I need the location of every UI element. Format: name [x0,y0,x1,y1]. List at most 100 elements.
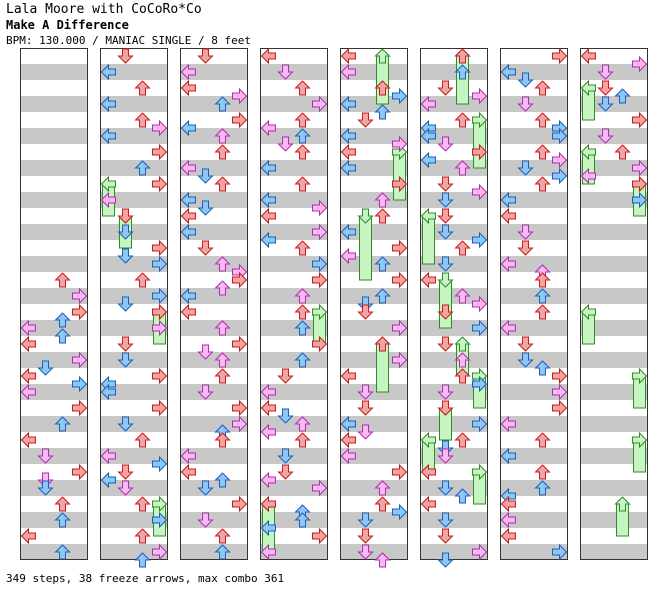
left-arrow [500,527,516,545]
beat-stripe [20,384,88,400]
chart-column [580,48,648,560]
beat-stripe [20,448,88,464]
down-arrow [277,64,294,80]
up-arrow [534,176,551,192]
down-arrow [117,208,134,224]
down-arrow [357,512,374,528]
beat-stripe [100,192,168,208]
up-arrow [374,192,391,208]
beat-stripe [260,192,328,208]
up-arrow [374,496,391,512]
right-arrow [312,527,328,545]
right-arrow [312,255,328,273]
right-arrow [72,375,88,393]
up-arrow [534,304,551,320]
beat-stripe [500,544,568,560]
down-arrow [597,96,614,112]
beat-stripe [180,160,248,176]
beat-stripe [500,224,568,240]
beat-stripe [340,320,408,336]
left-arrow [340,447,356,465]
up-arrow [134,496,151,512]
left-arrow [20,527,36,545]
down-arrow [437,336,454,352]
down-arrow [117,416,134,432]
right-arrow [152,143,168,161]
left-arrow [100,383,116,401]
right-arrow [392,87,408,105]
freeze-arrow-head [312,303,328,321]
beat-stripe [100,544,168,560]
up-arrow [454,160,471,176]
beat-stripe [580,224,648,240]
beat-stripe [180,224,248,240]
right-arrow [232,111,248,129]
down-arrow [437,176,454,192]
beat-stripe [100,416,168,432]
left-arrow [20,319,36,337]
right-arrow [472,87,488,105]
left-arrow [100,95,116,113]
up-arrow [294,288,311,304]
left-arrow [260,495,276,513]
up-arrow [374,480,391,496]
up-arrow [294,128,311,144]
down-arrow [37,480,54,496]
right-arrow [552,47,568,65]
up-arrow [454,352,471,368]
down-arrow [437,400,454,416]
freeze-arrow-head [580,79,596,97]
left-arrow [180,63,196,81]
beat-stripe [180,384,248,400]
right-arrow [552,151,568,169]
left-arrow [180,79,196,97]
beat-stripe [180,128,248,144]
up-arrow [294,80,311,96]
right-arrow [632,159,648,177]
left-arrow [420,271,436,289]
up-arrow [534,112,551,128]
down-arrow [597,80,614,96]
song-artist: Lala Moore with CoCoRo*Co [6,2,202,17]
up-arrow [214,472,231,488]
up-arrow [214,176,231,192]
beat-stripe [420,64,488,80]
freeze-arrow-head [632,367,648,385]
left-arrow [260,471,276,489]
up-arrow [294,432,311,448]
down-arrow [597,128,614,144]
down-arrow [277,448,294,464]
down-arrow [117,224,134,240]
chart-column [100,48,168,560]
right-arrow [152,303,168,321]
left-arrow [420,127,436,145]
beat-stripe [20,320,88,336]
up-arrow [54,544,71,560]
beat-stripe [20,512,88,528]
freeze-arrow-head [632,431,648,449]
up-arrow [534,288,551,304]
beat-stripe [20,352,88,368]
right-arrow [632,111,648,129]
right-arrow [472,231,488,249]
right-arrow [152,455,168,473]
chart-column [260,48,328,560]
left-arrow [100,63,116,81]
beat-stripe [580,64,648,80]
beat-stripe [500,512,568,528]
beat-stripe [20,96,88,112]
up-arrow [534,80,551,96]
down-arrow [517,240,534,256]
down-arrow [437,256,454,272]
up-arrow [134,80,151,96]
right-arrow [232,399,248,417]
right-arrow [152,399,168,417]
down-arrow [357,304,374,320]
up-arrow [454,240,471,256]
up-arrow [214,544,231,560]
left-arrow [180,191,196,209]
right-arrow [152,255,168,273]
beat-stripe [420,448,488,464]
up-arrow [134,160,151,176]
beat-stripe [420,352,488,368]
